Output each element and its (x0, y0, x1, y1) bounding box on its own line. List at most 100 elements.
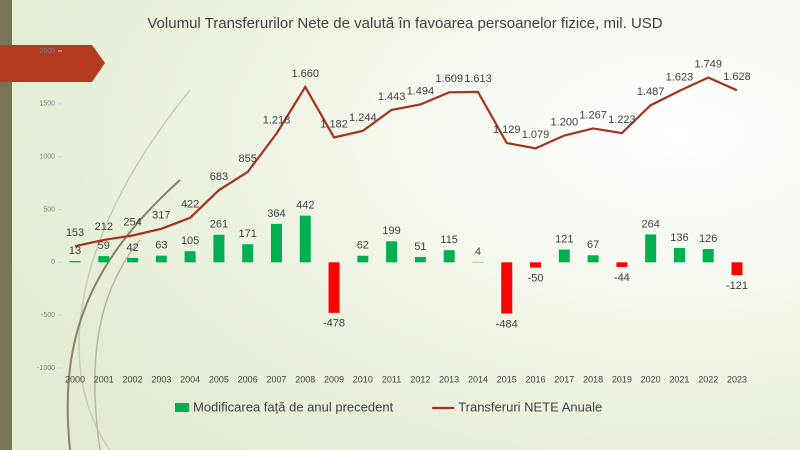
line-value-label: 1.623 (666, 72, 694, 84)
bar-value-label: 51 (414, 241, 426, 253)
x-tick-label: 2019 (612, 374, 632, 384)
x-tick-label: 2014 (468, 374, 488, 384)
bar-value-label: 59 (98, 240, 110, 252)
line-value-label: 1.267 (579, 109, 607, 121)
line-value-label: 254 (123, 216, 141, 228)
bar (443, 250, 455, 263)
bar (98, 256, 110, 263)
x-tick-label: 2002 (123, 374, 143, 384)
x-tick-label: 2003 (151, 374, 171, 384)
x-tick-label: 2001 (94, 374, 114, 384)
bar-value-label: 261 (210, 219, 228, 231)
x-tick-label: 2018 (583, 374, 603, 384)
x-tick-label: 2010 (353, 374, 373, 384)
bar-value-label: 63 (155, 240, 167, 252)
x-tick-label: 2004 (180, 374, 200, 384)
x-tick-label: 2007 (266, 374, 286, 384)
line-value-label: 422 (181, 199, 199, 211)
x-tick-label: 2015 (497, 374, 517, 384)
line-value-label: 153 (66, 227, 84, 239)
bar-value-label: -44 (614, 272, 630, 284)
line-value-label: 1.223 (608, 114, 636, 126)
x-tick-label: 2021 (669, 374, 689, 384)
bar (501, 262, 513, 314)
decor-curve (78, 89, 191, 450)
line-value-label: 1.660 (291, 68, 319, 80)
line-value-label: 683 (210, 171, 228, 183)
bar-value-label: 13 (69, 245, 81, 257)
decor-curve (66, 179, 181, 450)
bar (127, 257, 139, 263)
y-tick-label: 2000 (39, 48, 55, 55)
bar (645, 234, 657, 263)
decor-banner (0, 45, 105, 82)
bar (69, 260, 81, 263)
bar-value-label: 171 (239, 228, 257, 240)
bar-value-label: -484 (496, 318, 518, 330)
x-tick-label: 2022 (698, 374, 718, 384)
bar (702, 249, 714, 263)
bar (242, 244, 254, 263)
bar-value-label: 199 (382, 225, 400, 237)
bar (530, 262, 542, 268)
line-value-label: 317 (152, 210, 170, 222)
bar-value-label: -478 (323, 318, 345, 330)
line-value-label: 1.749 (694, 58, 722, 70)
line-series (74, 76, 738, 248)
line-value-label: 1.244 (349, 112, 377, 124)
y-tick-label: -500 (41, 312, 55, 319)
x-tick-label: 2016 (526, 374, 546, 384)
y-tick-label: 0 (51, 259, 55, 266)
line-value-label: 1.200 (551, 116, 579, 128)
bar-value-label: 126 (699, 233, 717, 245)
line-value-label: 1.182 (320, 118, 348, 130)
x-tick-label: 2006 (238, 374, 258, 384)
line-value-label: 1.129 (493, 124, 521, 136)
x-tick-label: 2008 (295, 374, 315, 384)
bar-value-label: 62 (357, 240, 369, 252)
bar (270, 223, 282, 263)
y-tick-label: 500 (43, 206, 55, 213)
bar-value-label: 105 (181, 235, 199, 247)
bar (328, 262, 340, 313)
line-value-label: 212 (95, 221, 113, 233)
line-value-label: 1.443 (378, 91, 406, 103)
bar (558, 249, 570, 263)
x-tick-label: 2011 (382, 374, 401, 384)
bar (299, 215, 311, 263)
bar-value-label: 136 (670, 232, 688, 244)
line-value-label: 855 (239, 153, 257, 165)
x-tick-label: 2017 (554, 374, 574, 384)
bar (357, 255, 369, 263)
decor-curve (94, 239, 141, 450)
legend-swatch (175, 403, 189, 412)
line-value-label: 1.628 (723, 71, 751, 83)
bar (414, 256, 426, 263)
chart-title: Volumul Transferurilor Nete de valută în… (147, 15, 662, 32)
line-value-label: 1.613 (464, 73, 492, 85)
bar-value-label: 115 (440, 234, 458, 246)
x-tick-label: 2009 (324, 374, 344, 384)
x-tick-label: 2000 (65, 374, 85, 384)
plot-area: -1000 -500 0 500 1000 1500 2000 2000 2001 2002 200… (37, 48, 751, 415)
line-value-label: 1.079 (522, 129, 550, 141)
x-tick-label: 2012 (410, 374, 430, 384)
line-value-label: 1.487 (637, 86, 665, 98)
bar (731, 262, 743, 276)
bar-value-label: -121 (726, 280, 748, 292)
bar-value-label: 442 (296, 200, 314, 212)
bar-value-label: 364 (267, 208, 285, 220)
line-value-label: 1.218 (263, 115, 291, 127)
line-value-label: 1.494 (407, 85, 435, 97)
bar-value-label: 42 (126, 242, 138, 254)
bar-value-label: 67 (587, 239, 599, 251)
x-tick-label: 2013 (439, 374, 459, 384)
side-strip (0, 0, 12, 450)
x-tick-label: 2005 (209, 374, 229, 384)
bar-value-label: 121 (555, 233, 573, 245)
y-tick-label: -1000 (37, 365, 55, 372)
bar (386, 241, 398, 263)
bar (155, 255, 167, 263)
